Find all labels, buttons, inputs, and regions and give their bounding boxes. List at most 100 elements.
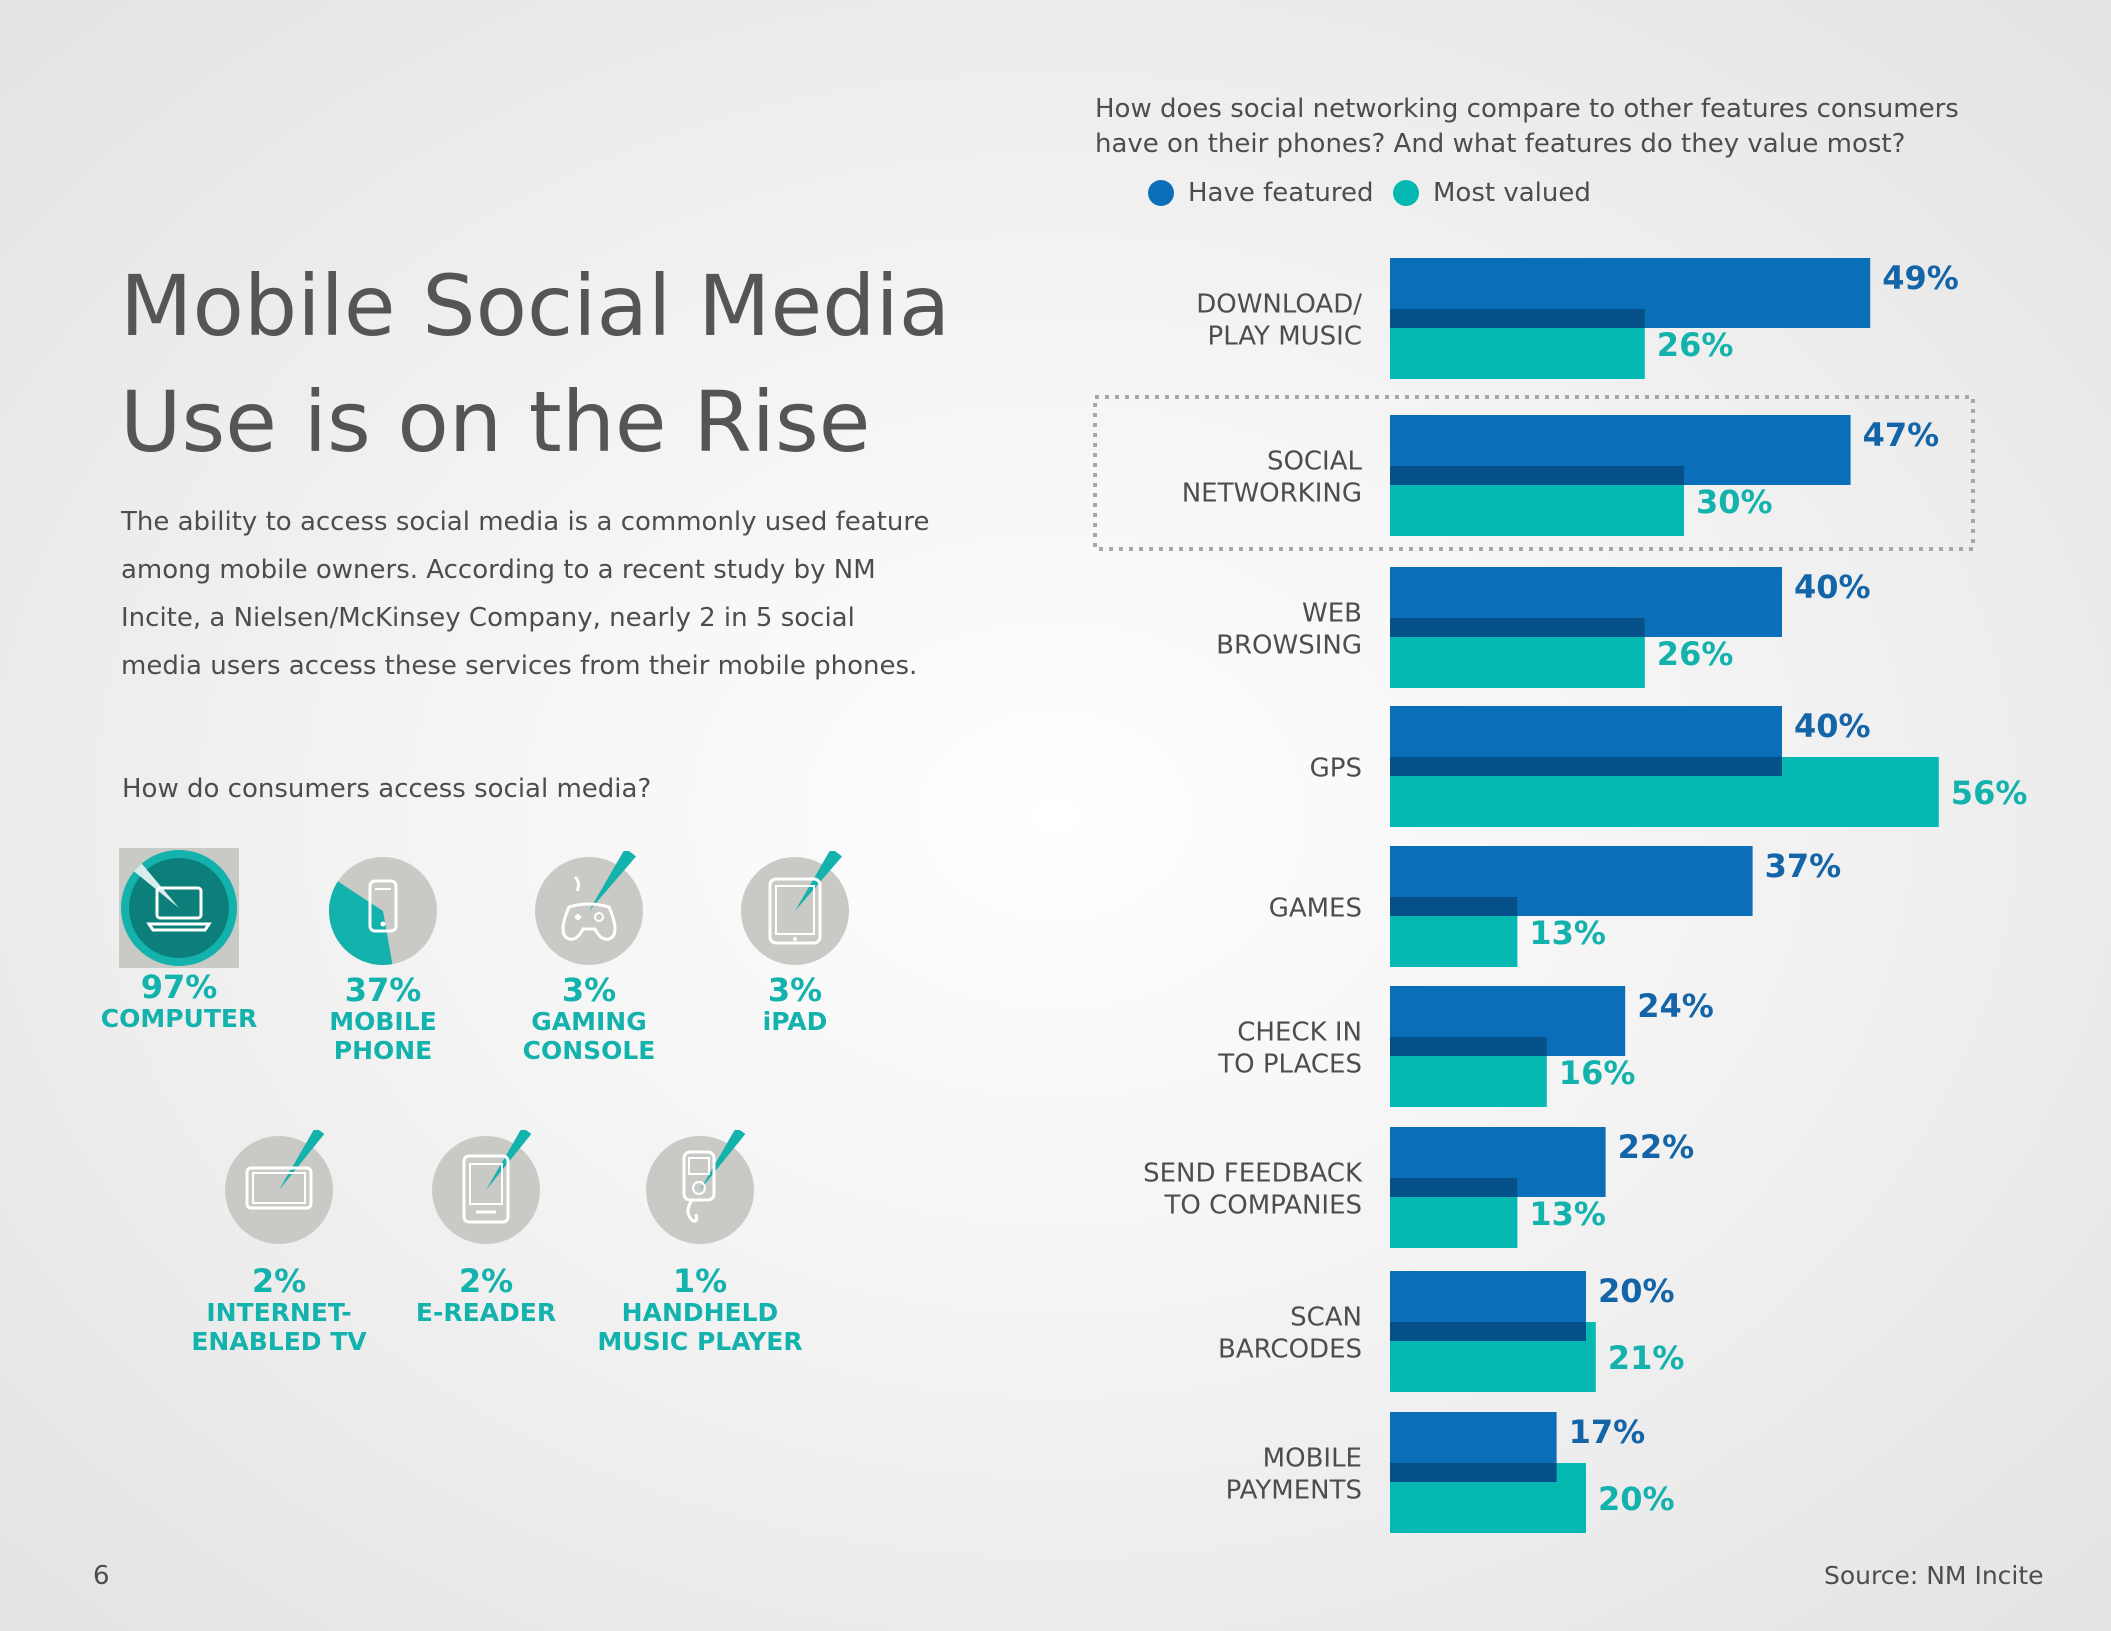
most-valued-swatch (1393, 180, 1419, 206)
tablet-icon (768, 877, 822, 945)
gamepad-icon (529, 848, 649, 971)
label-have-featured: 49% (1882, 259, 1959, 297)
category-label-line: DOWNLOAD/ (1196, 290, 1362, 320)
laptop-icon (119, 848, 239, 968)
label-most-valued: 13% (1529, 1195, 1606, 1233)
category-label: CHECK IN TO PLACES (1217, 1018, 1362, 1080)
legend-most-valued: Most valued (1393, 178, 1591, 208)
device-label: HANDHELD MUSIC PLAYER (597, 1298, 803, 1356)
label-have-featured: 22% (1618, 1128, 1695, 1166)
category-label-line: SCAN (1290, 1303, 1362, 1333)
highlight-box (1093, 395, 1975, 551)
label-have-featured: 37% (1765, 847, 1842, 885)
device-label: E-READER (415, 1298, 557, 1327)
device-percent: 2% (458, 1262, 514, 1300)
access-question: How do consumers access social media? (122, 774, 652, 804)
label-most-valued: 56% (1951, 774, 2028, 812)
device-percent: 3% (561, 971, 617, 1009)
category-label-line: PLAY MUSIC (1208, 322, 1362, 352)
device-percent: 3% (767, 971, 823, 1009)
bar-overlap (1390, 618, 1645, 637)
label-most-valued: 21% (1608, 1339, 1685, 1377)
bar-group: 22% 13% SEND FEEDBACK TO COMPANIES (1143, 1127, 1694, 1248)
tv-icon (245, 1166, 313, 1210)
category-label-line: PAYMENTS (1226, 1476, 1362, 1506)
label-most-valued: 20% (1598, 1480, 1675, 1518)
label-have-featured: 20% (1598, 1272, 1675, 1310)
device-label: MOBILE PHONE (329, 1007, 437, 1065)
category-label-line: TO COMPANIES (1163, 1191, 1362, 1221)
category-label: MOBILE PAYMENTS (1226, 1444, 1362, 1506)
label-have-featured: 40% (1794, 707, 1871, 745)
bar-group: 24%16% CHECK IN TO PLACES (1217, 986, 1714, 1107)
tablet-icon (735, 848, 855, 971)
bar-overlap (1390, 309, 1645, 328)
category-label: SOCIAL NETWORKING (1182, 447, 1363, 509)
category-label-line: WEB (1302, 599, 1362, 629)
bar-group: 40% 26% WEB BROWSING (1216, 567, 1871, 688)
bar-overlap (1390, 1037, 1547, 1056)
device-percent: 2% (251, 1262, 307, 1300)
category-label-line: SOCIAL (1267, 447, 1363, 477)
category-label: GPS (1310, 754, 1362, 784)
ereader-icon (462, 1154, 510, 1224)
have-featured-swatch (1148, 180, 1174, 206)
device-percent: 1% (672, 1262, 728, 1300)
music-player-icon (640, 1127, 760, 1250)
intro-paragraph: The ability to access social media is a … (121, 507, 930, 681)
label-most-valued: 30% (1696, 483, 1773, 521)
bar-group: 37% 13% GAMES (1269, 846, 1842, 967)
category-label-line: MOBILE (1263, 1444, 1362, 1474)
label-have-featured: 47% (1863, 416, 1940, 454)
label-most-valued: 26% (1657, 326, 1734, 364)
device-share-wedge (134, 863, 179, 908)
device-percent: 97% (140, 968, 218, 1006)
category-label: SEND FEEDBACK TO COMPANIES (1143, 1159, 1363, 1221)
category-label-line: GPS (1310, 754, 1362, 784)
mobile-phone-icon (323, 851, 443, 971)
bar-group: 20% 21% SCAN BARCODES (1218, 1271, 1684, 1392)
music-player-icon (682, 1150, 716, 1223)
category-label-line: SEND FEEDBACK (1143, 1159, 1363, 1189)
bar-group: 47% 30% SOCIAL NETWORKING (1182, 415, 1940, 536)
gamepad-icon (561, 875, 617, 941)
label-most-valued: 16% (1559, 1054, 1636, 1092)
bar-overlap (1390, 897, 1518, 916)
device-share-wedge (700, 1127, 746, 1190)
mobile-phone-icon (368, 879, 398, 933)
device-label: GAMING CONSOLE (522, 1007, 656, 1065)
bar-overlap (1390, 1322, 1586, 1341)
category-label-line: BARCODES (1218, 1335, 1362, 1365)
category-label-line: TO PLACES (1217, 1050, 1362, 1080)
label-most-valued: 26% (1657, 635, 1734, 673)
device-label: iPAD (762, 1007, 828, 1036)
laptop-icon (146, 886, 212, 932)
category-label: DOWNLOAD/PLAY MUSIC (1196, 290, 1362, 352)
category-label: SCAN BARCODES (1218, 1303, 1362, 1365)
label-have-featured: 24% (1637, 987, 1714, 1025)
page-number: 6 (93, 1561, 110, 1591)
bar-group: 17% 20% MOBILE PAYMENTS (1226, 1412, 1675, 1533)
legend-have-featured: Have featured (1148, 178, 1374, 208)
category-label-line: BROWSING (1216, 631, 1362, 661)
category-label-line: CHECK IN (1237, 1018, 1362, 1048)
ereader-icon (426, 1127, 546, 1250)
category-label: GAMES (1269, 894, 1362, 924)
device-label: COMPUTER (100, 1004, 258, 1033)
device-share-wedge (329, 881, 393, 965)
bar-overlap (1390, 1178, 1518, 1197)
bar-overlap (1390, 1463, 1557, 1482)
category-label: WEB BROWSING (1216, 599, 1362, 661)
tv-icon (219, 1127, 339, 1250)
device-percent: 37% (344, 971, 422, 1009)
legend-label: Most valued (1433, 178, 1591, 208)
device-share-wedge (279, 1127, 325, 1190)
device-share-wedge (589, 848, 637, 911)
page-title: Mobile Social Media Use is on the Rise (120, 257, 951, 471)
bar-group: 40% 56% GPS (1310, 706, 2028, 827)
bar-overlap (1390, 466, 1684, 485)
label-have-featured: 40% (1794, 568, 1871, 606)
legend-label: Have featured (1188, 178, 1374, 208)
source-note: Source: NM Incite (1824, 1561, 2044, 1590)
